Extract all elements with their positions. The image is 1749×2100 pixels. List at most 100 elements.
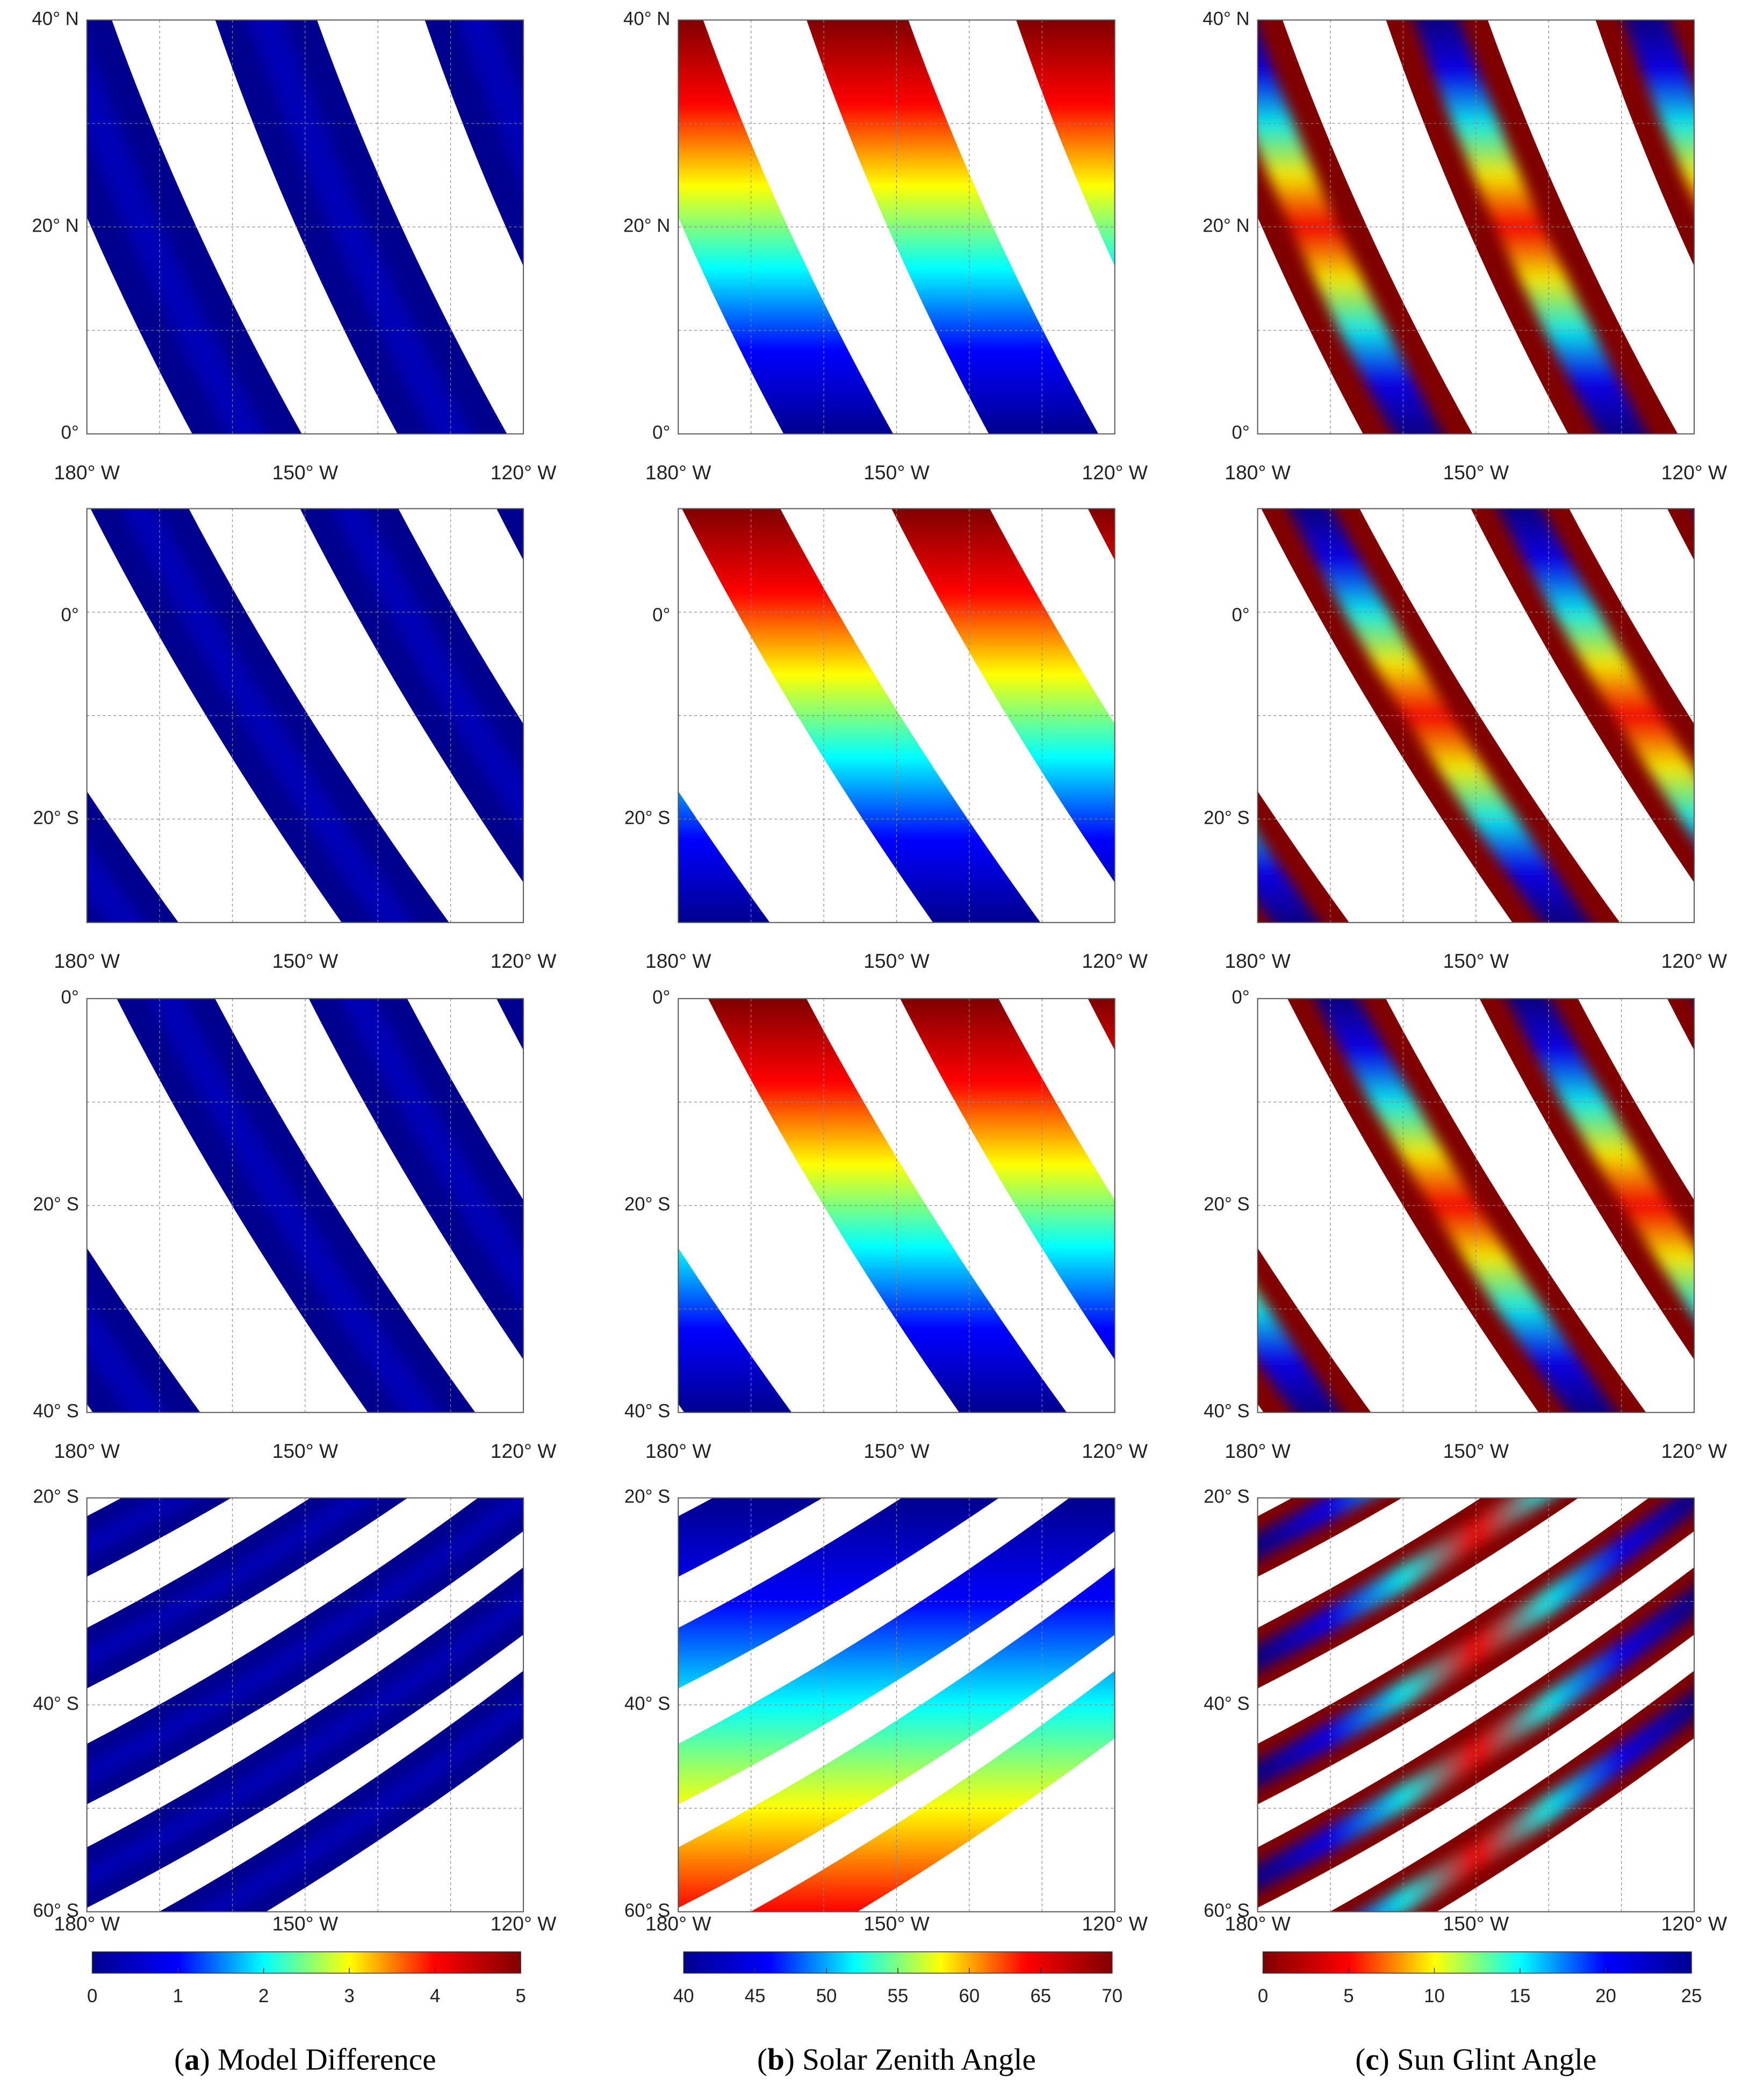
panel-frame [1257, 1497, 1695, 1912]
x-tick-label: 180° W [1225, 950, 1291, 972]
caption: (b) Solar Zenith Angle [757, 2043, 1036, 2077]
y-tick-label: 20° N [1203, 216, 1249, 236]
y-tick-label: 20° S [33, 1487, 78, 1507]
y-tick-label: 20° S [1204, 1487, 1249, 1507]
glint [1623, 20, 1694, 202]
map-panel: 0° 20° S 40° S 180° W 150° W 120° W [1204, 972, 1749, 1462]
swath [708, 998, 1067, 1413]
swath-streak [87, 1299, 165, 1413]
colorbar: 0 1 2 3 4 5 [87, 1951, 526, 2006]
y-tick-label: 20° S [1204, 1195, 1249, 1215]
swaths [87, 998, 524, 1413]
caption-part: ) Solar Zenith Angle [784, 2043, 1036, 2077]
colorbar-tick-label: 3 [344, 1986, 354, 2006]
swath [678, 1567, 1115, 1908]
glint [1257, 1291, 1342, 1413]
colorbar-tick-label: 65 [1030, 1986, 1051, 2006]
x-tick-label: 180° W [1225, 1912, 1291, 1934]
glint [1703, 972, 1749, 1440]
panel-frame [86, 508, 524, 923]
y-tick-label: 40° S [33, 1401, 78, 1422]
colorbar-tick-label: 4 [430, 1986, 440, 2006]
map-panel: 40° N 20° N 0° 180° W 150° W 120° W [623, 9, 1148, 484]
x-tick-label: 150° W [863, 461, 930, 484]
y-tick-label: 20° S [624, 1195, 670, 1215]
swaths [678, 998, 1115, 1413]
colorbar-tick-label: 50 [816, 1986, 837, 2006]
x-tick-label: 120° W [491, 1912, 557, 1934]
x-tick-label: 180° W [1225, 461, 1291, 484]
swath-streak [87, 1589, 524, 1888]
x-tick-label: 150° W [1443, 461, 1509, 484]
swaths [1257, 972, 1749, 1440]
panel-frame [86, 19, 524, 435]
y-tick-label: 20° S [624, 808, 670, 828]
colorbar-ramp [91, 1951, 521, 1974]
panel-frame [1257, 19, 1695, 435]
glint [1257, 28, 1443, 434]
swath [678, 1498, 999, 1689]
swath [678, 791, 770, 923]
map-panel: 0° 20° S 40° S 180° W 150° W 120° W [33, 988, 557, 1462]
colorbar-tick-label: 70 [1102, 1986, 1122, 2006]
y-tick-label: 60° S [624, 1901, 670, 1921]
colorbar: 0 5 10 15 20 25 [1258, 1951, 1702, 2006]
swath [678, 1248, 792, 1413]
y-tick-label: 40° N [623, 9, 670, 29]
x-tick-label: 150° W [863, 1912, 930, 1934]
y-tick-label: 40° N [1203, 9, 1249, 29]
y-tick-label: 0° [61, 605, 79, 625]
panel-frame [678, 19, 1115, 435]
map-panel: 0° 20° S 180° W 150° W 120° W [624, 508, 1148, 972]
y-tick-label: 60° S [33, 1901, 78, 1921]
x-tick-label: 150° W [272, 950, 339, 972]
x-tick-label: 180° W [645, 1912, 711, 1934]
y-tick-label: 40° S [1204, 1694, 1249, 1714]
swath-streak [122, 508, 414, 923]
x-tick-label: 120° W [1661, 1440, 1728, 1462]
map-panel: 40° N 20° N 0° 180° W 150° W 120° W [1203, 9, 1728, 484]
x-tick-label: 120° W [1661, 950, 1728, 972]
y-tick-label: 0° [652, 988, 670, 1008]
x-tick-label: 180° W [645, 461, 711, 484]
y-tick-label: 40° S [624, 1694, 670, 1714]
y-tick-label: 60° S [1204, 1901, 1249, 1921]
x-tick-label: 120° W [1082, 1440, 1148, 1462]
x-tick-label: 180° W [54, 1912, 120, 1934]
caption-part: b [767, 2043, 784, 2077]
glint [1257, 834, 1320, 923]
y-tick-label: 0° [61, 423, 79, 443]
panel-frame [678, 1497, 1115, 1912]
map-panel: 0° 20° S 40° S 180° W 150° W 120° W [624, 988, 1148, 1462]
y-tick-label: 0° [1232, 605, 1249, 625]
y-tick-label: 20° N [32, 216, 78, 236]
panel-frame [678, 508, 1115, 923]
swath [1016, 20, 1115, 267]
caption-part: c [1365, 2043, 1379, 2077]
colorbar-tick-label: 1 [172, 1986, 183, 2006]
colorbar-tick-label: 5 [1343, 1986, 1354, 2006]
swath-streak [87, 1498, 377, 1669]
swath [678, 1498, 823, 1577]
glint [1257, 1498, 1373, 1560]
x-tick-label: 150° W [1443, 1912, 1509, 1934]
x-tick-label: 180° W [54, 950, 120, 972]
y-tick-label: 20° S [624, 1487, 670, 1507]
glint [1703, 482, 1749, 950]
x-tick-label: 180° W [645, 1440, 711, 1462]
swath [678, 20, 894, 434]
swath [1667, 998, 1694, 1051]
swath-streak [457, 20, 524, 190]
y-tick-label: 0° [652, 423, 670, 443]
map-panel: 40° N 20° N 0° 180° W 150° W 120° W [32, 9, 557, 484]
x-tick-label: 120° W [1082, 1912, 1148, 1934]
x-tick-label: 180° W [645, 950, 711, 972]
y-tick-label: 20° S [1204, 808, 1249, 828]
y-tick-label: 40° N [32, 9, 78, 29]
map-panel: 0° 20° S 180° W 150° W 120° W [33, 508, 557, 972]
swath [900, 998, 1115, 1360]
glint [1288, 508, 1590, 923]
x-tick-label: 120° W [491, 950, 557, 972]
x-tick-label: 150° W [272, 461, 339, 484]
